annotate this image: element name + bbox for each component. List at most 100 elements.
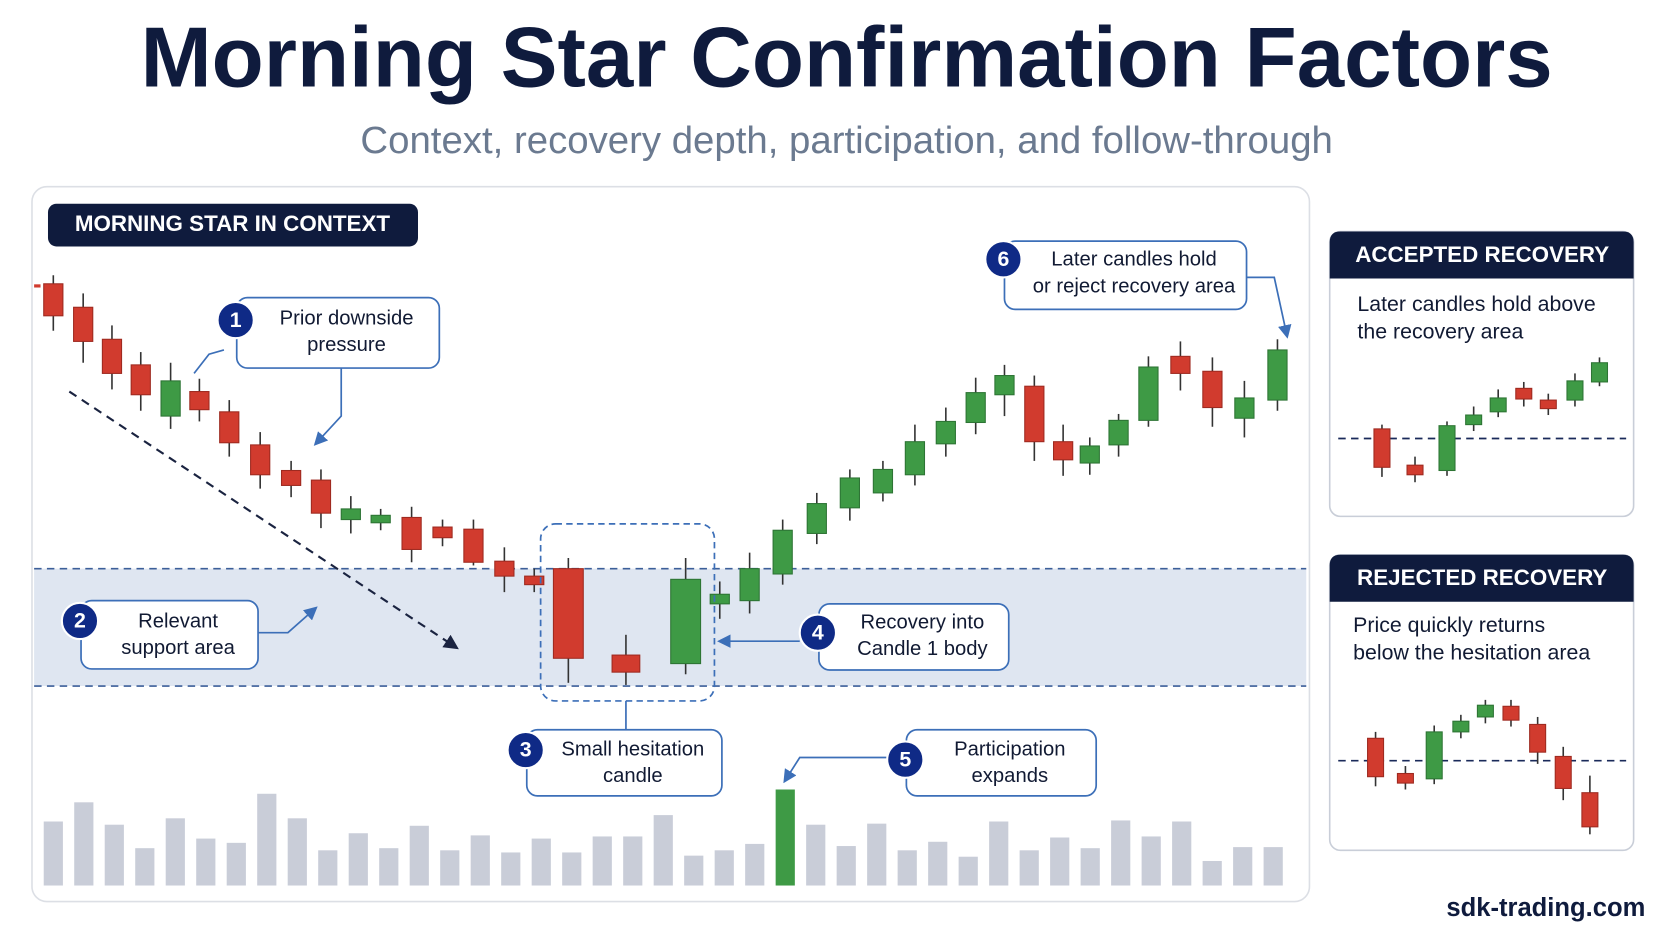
candle-body (101, 338, 123, 374)
candle-body (1202, 370, 1223, 409)
candle-body (1024, 385, 1045, 443)
side-panels: ACCEPTED RECOVERY Later candles hold abov… (1328, 230, 1635, 852)
callout-text: Small hesitation (561, 738, 704, 760)
candle-body (1554, 755, 1572, 789)
candle-body (670, 578, 702, 665)
volume-bar (501, 852, 521, 886)
callout-text: Relevant (138, 610, 218, 632)
volume-bar (104, 824, 124, 886)
volume-bar (1263, 847, 1283, 886)
volume-bar (1202, 860, 1222, 886)
callout-badge (984, 240, 1023, 279)
side-text: Later candles hold above (1357, 292, 1595, 316)
volume-bar (562, 852, 582, 886)
candle-body (1489, 397, 1507, 413)
callout-text: Candle 1 body (857, 638, 988, 660)
callout-number: 5 (899, 747, 911, 771)
volume-bar (745, 843, 765, 886)
candle-body (280, 469, 302, 486)
callout-text: Prior downside (280, 307, 414, 329)
volume-bar (989, 821, 1009, 886)
callout-number: 2 (74, 609, 86, 633)
callout-badge (886, 740, 925, 779)
side-header-bg (1329, 231, 1634, 279)
volume-bar (592, 836, 612, 886)
callout-text: Participation (954, 738, 1065, 760)
callout-text: candle (603, 765, 663, 787)
candle-body (965, 392, 986, 424)
candle-body (310, 479, 332, 514)
candle-body (806, 503, 827, 534)
candle-body (1108, 419, 1129, 446)
connector (193, 349, 225, 374)
side-header-bg (1329, 554, 1634, 602)
candle-body (1529, 723, 1547, 753)
volume-bar (470, 835, 490, 886)
volume-bar (196, 838, 216, 886)
volume-bar (714, 850, 734, 886)
callout-text: support area (121, 637, 235, 659)
side-text: the recovery area (1357, 320, 1523, 344)
volume-bar (43, 821, 63, 886)
volume-bar (897, 850, 917, 886)
callout-badge (798, 613, 838, 652)
candle-body (1079, 445, 1100, 464)
candle-body (370, 514, 391, 524)
candle-body (432, 526, 453, 539)
volume-bar (806, 824, 826, 886)
volume-bar (440, 850, 460, 886)
candle-body (611, 654, 641, 673)
candle-body (1465, 414, 1483, 426)
callout-text: Recovery into (860, 611, 984, 633)
connector (313, 368, 343, 446)
callout-text: or reject recovery area (1033, 275, 1236, 297)
candle-body (401, 516, 422, 550)
callout-number: 4 (812, 620, 824, 644)
side-title: ACCEPTED RECOVERY (1355, 242, 1609, 267)
candle-body (1515, 387, 1533, 400)
volume-bar (928, 841, 948, 886)
volume-bar (653, 815, 673, 886)
volume-bar (348, 833, 368, 886)
volume-bar (1172, 821, 1192, 886)
candle-body (552, 568, 584, 659)
callout-badge (506, 730, 545, 770)
connector (1246, 276, 1292, 339)
candles (34, 275, 1288, 685)
volume-bar (775, 789, 795, 886)
callout-text: expands (972, 765, 1049, 787)
candle-body (1581, 792, 1599, 828)
callout-number: 1 (230, 308, 242, 332)
footer: sdk-trading.com (1446, 894, 1645, 922)
volume-bar (287, 818, 307, 886)
candle-body (340, 508, 361, 521)
candle-body (130, 364, 151, 396)
volume-bar (531, 838, 551, 886)
volume-bar (74, 802, 94, 886)
volume-bar (318, 850, 338, 886)
callout-badge (216, 300, 255, 340)
candle-body (709, 593, 730, 605)
candle-body (904, 441, 926, 476)
volume-bar (1141, 836, 1161, 886)
title: Morning Star Confirmation Factors (141, 11, 1553, 106)
volume-bar (958, 856, 978, 886)
candle-body (73, 306, 94, 342)
candle-body (1267, 349, 1288, 401)
volume-bar (684, 855, 704, 886)
volume-bar (1019, 850, 1039, 886)
volume-bar (379, 848, 399, 886)
candle-body (250, 444, 271, 476)
candle-body (219, 411, 240, 444)
volume-bar (409, 825, 429, 886)
volume-bar (226, 842, 246, 886)
trend-line (68, 390, 459, 650)
candle-body (1406, 464, 1424, 476)
candle-body (839, 477, 860, 509)
candle-body (1052, 441, 1074, 461)
callout-text: pressure (307, 334, 386, 356)
side-text: below the hesitation area (1353, 641, 1590, 665)
candle-body (463, 528, 484, 563)
